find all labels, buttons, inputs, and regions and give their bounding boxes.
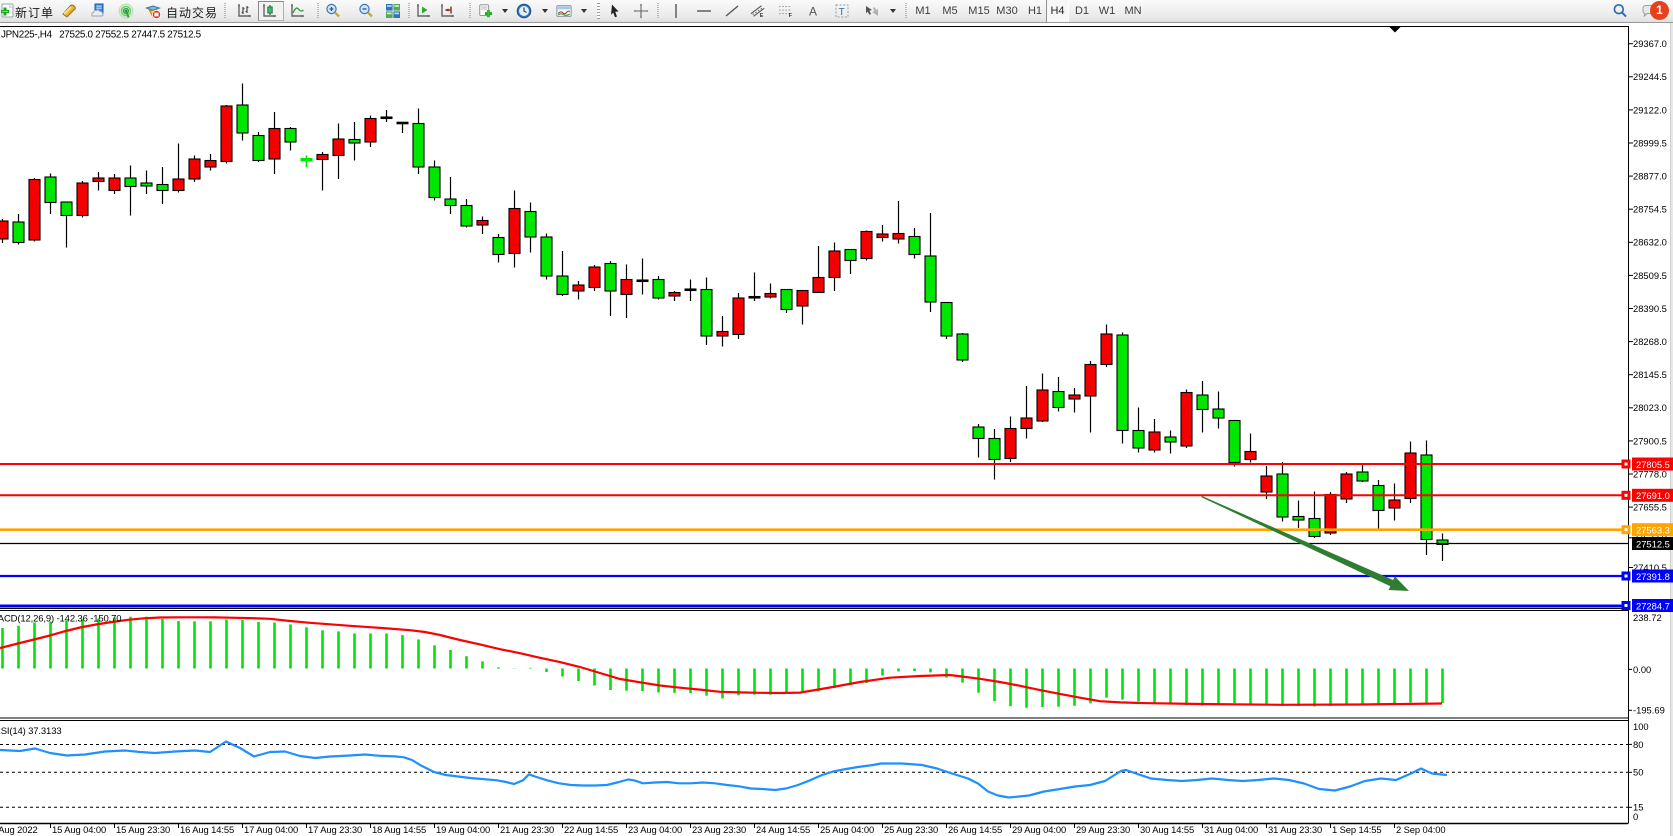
svg-text:29122.0: 29122.0 bbox=[1633, 104, 1667, 115]
svg-text:29244.5: 29244.5 bbox=[1633, 71, 1667, 82]
svg-text:31 Aug 04:00: 31 Aug 04:00 bbox=[1204, 824, 1258, 835]
svg-text:28754.5: 28754.5 bbox=[1633, 204, 1667, 215]
svg-text:28632.0: 28632.0 bbox=[1633, 237, 1667, 248]
svg-text:12 Aug 2022: 12 Aug 2022 bbox=[0, 824, 38, 835]
svg-text:25 Aug 23:30: 25 Aug 23:30 bbox=[884, 824, 938, 835]
svg-text:29367.0: 29367.0 bbox=[1633, 38, 1667, 49]
svg-text:28145.5: 28145.5 bbox=[1633, 369, 1667, 380]
svg-text:50: 50 bbox=[1633, 767, 1643, 778]
svg-text:15: 15 bbox=[1633, 802, 1643, 813]
svg-text:28268.0: 28268.0 bbox=[1633, 336, 1667, 347]
svg-text:28999.5: 28999.5 bbox=[1633, 137, 1667, 148]
svg-text:RSI(14) 37.3133: RSI(14) 37.3133 bbox=[0, 726, 61, 737]
svg-text:A: A bbox=[809, 5, 817, 19]
svg-text:F: F bbox=[789, 13, 793, 19]
svg-text:MACD(12,26,9) -142.36 -150.70: MACD(12,26,9) -142.36 -150.70 bbox=[0, 614, 121, 625]
svg-text:27410.5: 27410.5 bbox=[1633, 562, 1667, 573]
svg-text:31 Aug 23:30: 31 Aug 23:30 bbox=[1268, 824, 1322, 835]
svg-text:22 Aug 14:55: 22 Aug 14:55 bbox=[564, 824, 618, 835]
svg-text:30 Aug 14:55: 30 Aug 14:55 bbox=[1140, 824, 1194, 835]
svg-text:E: E bbox=[760, 13, 764, 19]
svg-text:2 Sep 04:00: 2 Sep 04:00 bbox=[1396, 824, 1445, 835]
svg-text:23 Aug 23:30: 23 Aug 23:30 bbox=[692, 824, 746, 835]
svg-text:15 Aug 04:00: 15 Aug 04:00 bbox=[52, 824, 106, 835]
svg-text:1 Sep 14:55: 1 Sep 14:55 bbox=[1332, 824, 1381, 835]
svg-text:27900.5: 27900.5 bbox=[1633, 435, 1667, 446]
svg-text:27691.0: 27691.0 bbox=[1636, 490, 1670, 501]
svg-text:15 Aug 23:30: 15 Aug 23:30 bbox=[116, 824, 170, 835]
svg-text:17 Aug 04:00: 17 Aug 04:00 bbox=[244, 824, 298, 835]
svg-text:238.72: 238.72 bbox=[1633, 612, 1662, 623]
svg-text:100: 100 bbox=[1633, 721, 1649, 732]
svg-text:27512.5: 27512.5 bbox=[1636, 538, 1670, 549]
svg-text:24 Aug 14:55: 24 Aug 14:55 bbox=[756, 824, 810, 835]
svg-text:16 Aug 14:55: 16 Aug 14:55 bbox=[180, 824, 234, 835]
svg-text:28390.5: 28390.5 bbox=[1633, 303, 1667, 314]
svg-text:29 Aug 23:30: 29 Aug 23:30 bbox=[1076, 824, 1130, 835]
svg-text:28877.0: 28877.0 bbox=[1633, 171, 1667, 182]
svg-text:19 Aug 04:00: 19 Aug 04:00 bbox=[436, 824, 490, 835]
svg-text:27391.8: 27391.8 bbox=[1636, 571, 1670, 582]
svg-text:27805.5: 27805.5 bbox=[1636, 459, 1670, 470]
svg-text:T: T bbox=[839, 7, 845, 18]
svg-text:27778.0: 27778.0 bbox=[1633, 468, 1667, 479]
svg-text:28509.5: 28509.5 bbox=[1633, 270, 1667, 281]
svg-text:-195.69: -195.69 bbox=[1633, 705, 1665, 716]
svg-text:0.00: 0.00 bbox=[1633, 664, 1651, 675]
svg-text:25 Aug 04:00: 25 Aug 04:00 bbox=[820, 824, 874, 835]
svg-text:17 Aug 23:30: 17 Aug 23:30 bbox=[308, 824, 362, 835]
svg-text:27655.5: 27655.5 bbox=[1633, 502, 1667, 513]
svg-text:27563.3: 27563.3 bbox=[1636, 525, 1670, 536]
svg-text:23 Aug 04:00: 23 Aug 04:00 bbox=[628, 824, 682, 835]
svg-text:28023.0: 28023.0 bbox=[1633, 402, 1667, 413]
svg-text:JPN225-,H4 27525.0 27552.5 2: JPN225-,H4 27525.0 27552.5 27447.5 27512… bbox=[1, 30, 202, 41]
svg-text:29 Aug 04:00: 29 Aug 04:00 bbox=[1012, 824, 1066, 835]
svg-text:18 Aug 14:55: 18 Aug 14:55 bbox=[372, 824, 426, 835]
svg-text:26 Aug 14:55: 26 Aug 14:55 bbox=[948, 824, 1002, 835]
svg-text:21 Aug 23:30: 21 Aug 23:30 bbox=[500, 824, 554, 835]
svg-text:27284.7: 27284.7 bbox=[1636, 600, 1670, 611]
svg-text:80: 80 bbox=[1633, 739, 1643, 750]
svg-text:0: 0 bbox=[1633, 811, 1638, 822]
